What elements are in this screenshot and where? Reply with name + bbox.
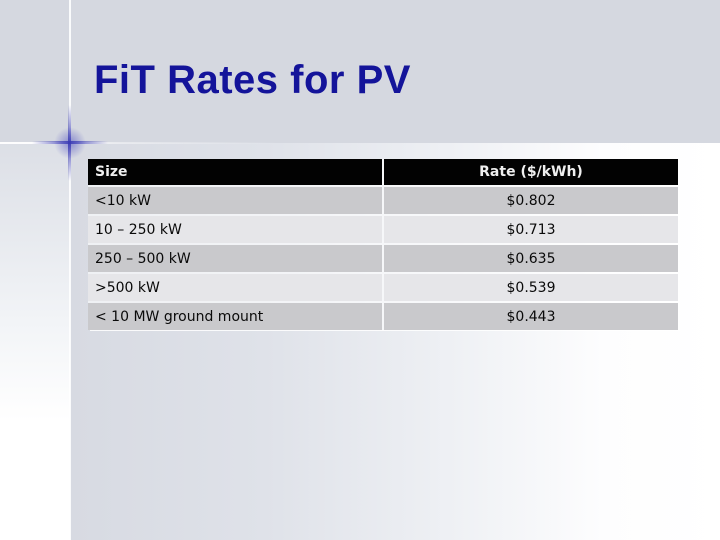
background-gradient-left-column	[0, 143, 70, 540]
table-cell-rate: $0.635	[384, 245, 678, 272]
table-cell-rate: $0.802	[384, 187, 678, 214]
table-cell-size: 10 – 250 kW	[88, 216, 382, 243]
table-cell-size: <10 kW	[88, 187, 382, 214]
table-cell-rate: $0.443	[384, 303, 678, 330]
table-cell-rate: $0.713	[384, 216, 678, 243]
table-header-rate: Rate ($/kWh)	[384, 159, 678, 185]
table-cell-rate: $0.539	[384, 274, 678, 301]
table-cell-size: >500 kW	[88, 274, 382, 301]
table-cell-size: 250 – 500 kW	[88, 245, 382, 272]
cross-flare-horizontal	[32, 141, 108, 144]
slide-title: FiT Rates for PV	[94, 58, 411, 102]
vertical-guide-line	[69, 0, 71, 540]
table-cell-size: < 10 MW ground mount	[88, 303, 382, 330]
fit-rates-table: Size Rate ($/kWh) <10 kW $0.802 10 – 250…	[88, 159, 678, 330]
horizontal-guide-line	[0, 142, 280, 144]
table-header-size: Size	[88, 159, 382, 185]
